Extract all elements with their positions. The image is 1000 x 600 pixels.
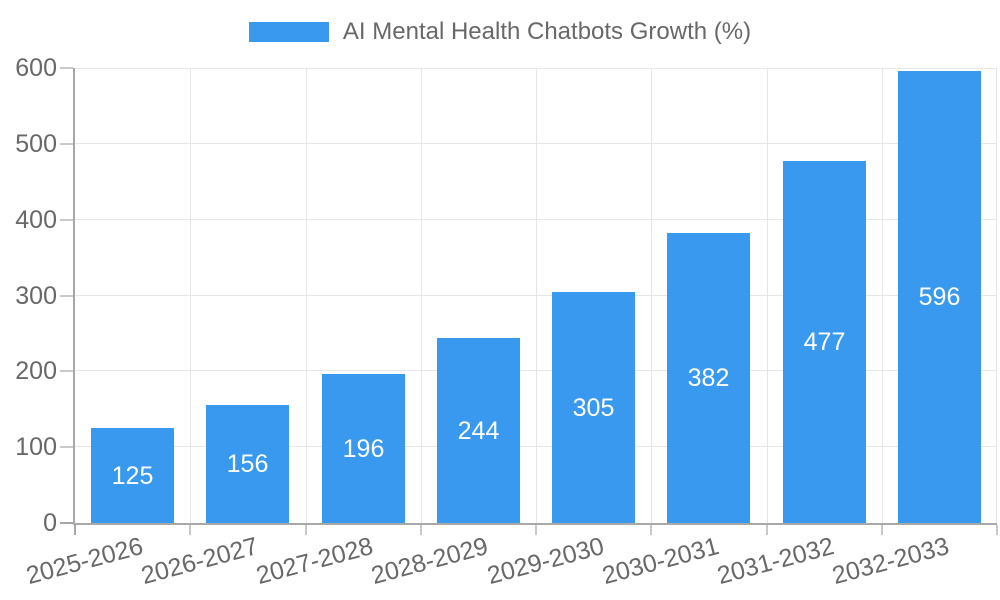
- y-axis-tick-mark: [60, 143, 73, 145]
- plot-area: 125 156 196 244 305 382 477 596: [60, 67, 998, 535]
- x-axis-tick-mark: [74, 525, 76, 535]
- x-gridline: [306, 68, 307, 523]
- bar[interactable]: 477: [783, 161, 866, 523]
- y-axis-tick-mark: [60, 446, 73, 448]
- legend-label: AI Mental Health Chatbots Growth (%): [342, 17, 752, 45]
- bar[interactable]: 244: [437, 338, 520, 523]
- bar-value-label: 244: [457, 417, 500, 445]
- legend-swatch: [248, 22, 329, 42]
- bar-value-label: 156: [226, 450, 269, 478]
- x-gridline: [767, 68, 768, 523]
- x-gridline: [190, 68, 191, 523]
- bar-value-label: 382: [687, 364, 730, 392]
- x-gridline: [996, 68, 997, 523]
- x-axis-tick-mark: [189, 525, 191, 535]
- bar[interactable]: 156: [206, 405, 289, 523]
- x-axis-tick-mark: [881, 525, 883, 535]
- y-axis-tick-label: 200: [15, 357, 57, 385]
- bar-value-label: 596: [918, 283, 961, 311]
- y-axis-tick-label: 0: [43, 509, 57, 537]
- x-gridline: [882, 68, 883, 523]
- bar[interactable]: 196: [322, 374, 405, 523]
- y-axis-tick-mark: [60, 522, 73, 524]
- y-axis-tick-label: 500: [15, 130, 57, 158]
- x-axis-tick-mark: [420, 525, 422, 535]
- y-axis-tick-mark: [60, 219, 73, 221]
- x-gridline: [536, 68, 537, 523]
- x-axis-tick-mark: [305, 525, 307, 535]
- bar[interactable]: 382: [667, 233, 750, 523]
- bar-value-label: 196: [342, 435, 385, 463]
- y-axis-tick-label: 100: [15, 433, 57, 461]
- x-gridline: [651, 68, 652, 523]
- legend[interactable]: AI Mental Health Chatbots Growth (%): [0, 14, 1000, 50]
- bar-value-label: 477: [803, 328, 846, 356]
- x-axis-tick-mark: [766, 525, 768, 535]
- x-gridline: [421, 68, 422, 523]
- bar-value-label: 125: [111, 462, 154, 490]
- y-axis-tick-label: 300: [15, 282, 57, 310]
- y-axis-tick-label: 400: [15, 206, 57, 234]
- bar[interactable]: 596: [898, 71, 981, 523]
- x-axis-tick-mark: [996, 525, 998, 535]
- bar[interactable]: 305: [552, 292, 635, 523]
- y-axis-tick-mark: [60, 370, 73, 372]
- x-axis-tick-mark: [650, 525, 652, 535]
- bar-value-label: 305: [572, 394, 615, 422]
- y-axis-tick-mark: [60, 67, 73, 69]
- y-axis-tick-mark: [60, 295, 73, 297]
- y-axis-tick-label: 600: [15, 54, 57, 82]
- x-axis-tick-mark: [535, 525, 537, 535]
- bar[interactable]: 125: [91, 428, 174, 523]
